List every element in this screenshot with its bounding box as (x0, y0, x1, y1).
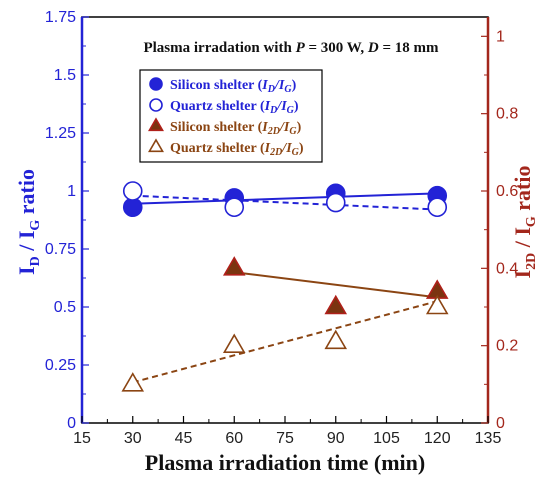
series-0-point (122, 197, 143, 218)
y-left-tick-label: 0.75 (45, 241, 76, 258)
x-tick-label: 15 (73, 430, 91, 447)
legend-text-part: Silicon shelter ( (170, 120, 263, 135)
legend-text-part: / (274, 78, 280, 93)
y-right-main: I (510, 270, 535, 279)
y-left-tick-label: 0 (67, 415, 76, 432)
legend-text-part: I (278, 78, 285, 93)
legend-text-part: / (279, 120, 285, 135)
trendline-0 (132, 192, 438, 205)
legend-box (139, 69, 323, 163)
chart-title-var-p: P (296, 40, 306, 56)
legend-text-part: G (292, 147, 300, 158)
y-right-tick-label: 0.8 (496, 106, 518, 123)
y-right-tick-label: 1 (496, 28, 505, 45)
legend-text-part: Quartz shelter ( (170, 99, 265, 114)
trendline-3 (132, 300, 438, 384)
y-left-sub2: G (28, 220, 43, 231)
legend-marker-0 (149, 77, 163, 91)
series-3-point (324, 329, 348, 350)
y-left-mid: / I (14, 231, 39, 257)
series-3-point (222, 333, 246, 353)
y-right-sub1: 2D (524, 253, 539, 270)
series-2-point (324, 294, 348, 315)
chart-title-part-1: Plasma irradation with (143, 40, 295, 56)
series-1-point (122, 181, 143, 201)
trendline-1 (132, 194, 438, 211)
y-left-tick-label: 0.5 (54, 299, 76, 316)
legend-text-part: ) (297, 120, 302, 135)
legend-text-part: / (281, 141, 287, 156)
y-right-sub2: G (524, 216, 539, 227)
y-left-tick-label: 1.25 (45, 125, 76, 142)
chart-title-part-3: = 18 mm (379, 40, 439, 56)
y-right-tail: ratio (510, 166, 535, 217)
trendline-2 (234, 271, 438, 299)
legend: Silicon shelter (ID/IG)Quartz shelter (I… (139, 69, 323, 163)
legend-text-part: ) (292, 78, 297, 93)
y-right-mid: / I (510, 227, 535, 253)
legend-text-part: I (285, 141, 292, 156)
legend-text-part: I (283, 120, 290, 135)
legend-text-part: G (284, 84, 292, 95)
legend-text-part: I (264, 141, 271, 156)
series-3-point (425, 294, 449, 315)
legend-text-part: D (269, 105, 277, 116)
legend-text-part: G (289, 126, 297, 137)
y-axis-label-right: I2D / IG ratio (510, 166, 539, 279)
series-1-point (427, 197, 448, 218)
legend-text-part: D (267, 84, 275, 95)
legend-text-part: Quartz shelter ( (170, 141, 265, 156)
legend-text-part: I (280, 99, 287, 114)
y-right-tick-label: 0.6 (496, 183, 518, 200)
legend-entry-0: Silicon shelter (ID/IG) (170, 78, 297, 95)
x-tick-label: 105 (373, 430, 400, 447)
legend-marker-1 (149, 98, 163, 112)
y-axis-label-left: ID / IG ratio (14, 169, 43, 275)
x-tick-label: 45 (175, 430, 193, 447)
legend-text-part: Silicon shelter ( (170, 78, 263, 93)
y-left-main: I (14, 266, 39, 275)
legend-text-part: ) (299, 141, 304, 156)
legend-text-part: 2D (269, 147, 282, 158)
chart-title-var-d: D (367, 40, 379, 56)
series-2-point (222, 256, 246, 276)
series-1-point (224, 197, 245, 218)
x-tick-label: 120 (424, 430, 451, 447)
legend-text-part: I (264, 99, 271, 114)
series-1-point (325, 192, 346, 213)
y-left-tail: ratio (14, 169, 39, 220)
data-markers (121, 181, 449, 392)
legend-entry-1: Quartz shelter (ID/IG) (170, 99, 299, 116)
chart-title-part-2: = 300 W, (305, 40, 368, 56)
x-tick-label: 75 (276, 430, 294, 447)
y-right-tick-label: 0.2 (496, 338, 518, 355)
y-right-tick-label: 0 (496, 415, 505, 432)
legend-text-part: 2D (267, 126, 280, 137)
legend-text-part: I (261, 78, 268, 93)
x-tick-label: 30 (124, 430, 142, 447)
trendlines (132, 192, 438, 384)
y-left-tick-label: 1 (67, 183, 76, 200)
y-right-tick-label: 0.4 (496, 260, 518, 277)
axis-ticks: 15 30 45 60 75 90 105 120 13500.250.50.7511.251.… (45, 9, 518, 447)
legend-text-part: / (276, 99, 282, 114)
legend-entry-2: Silicon shelter (I2D/IG) (170, 120, 302, 137)
legend-text-part: I (261, 120, 268, 135)
chart-title: Plasma irradation with P = 300 W, D = 18… (143, 40, 439, 56)
legend-marker-2 (148, 117, 164, 132)
y-left-tick-label: 1.5 (54, 67, 76, 84)
legend-text-part: G (287, 105, 295, 116)
x-tick-label: 135 (475, 430, 502, 447)
legend-marker-3 (148, 138, 164, 153)
y-left-sub1: D (28, 256, 43, 266)
x-tick-label: 60 (225, 430, 243, 447)
x-axis-label: Plasma irradiation time (min) (145, 450, 425, 475)
series-3-point (121, 372, 145, 392)
y-left-tick-label: 0.25 (45, 357, 76, 374)
legend-text-part: ) (294, 99, 299, 114)
y-left-tick-label: 1.75 (45, 9, 76, 26)
x-tick-label: 90 (327, 430, 345, 447)
legend-entry-3: Quartz shelter (I2D/IG) (170, 141, 304, 158)
